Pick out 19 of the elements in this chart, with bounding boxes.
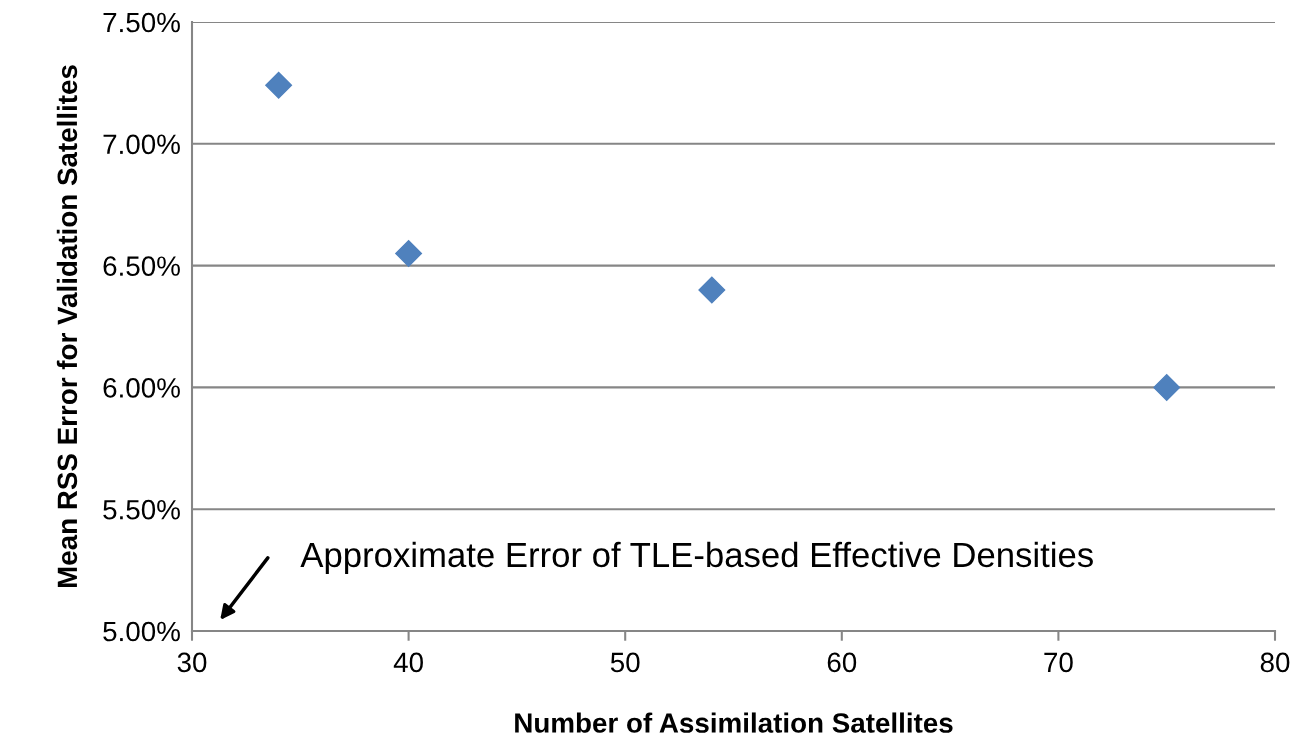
x-tick-label: 50 [610,652,640,673]
point [265,71,293,99]
y-tick-label: 5.00% [103,621,180,642]
y-tick-label: 6.50% [103,256,180,276]
y-axis-title: Mean RSS Error for Validation Satellites [56,65,78,588]
annotation: Approximate Error of TLE-based Effective Densities [300,541,1093,575]
y-tick-label: 7.50% [103,12,180,33]
y-tick-label: 5.50% [103,499,180,520]
x-tick-label: 40 [393,652,423,673]
x-axis-title: Number of Assimilation Satellites [515,712,953,733]
y-tick-label: 7.00% [103,134,180,155]
x-tick-label: 60 [827,652,857,673]
x-tick-label: 80 [1260,652,1290,673]
x-tick-label: 70 [1044,652,1073,673]
point [395,239,423,267]
y-tick-label: 6.00% [103,378,180,398]
x-tick-label: 30 [177,652,207,673]
point [1153,373,1181,401]
point [698,276,726,304]
